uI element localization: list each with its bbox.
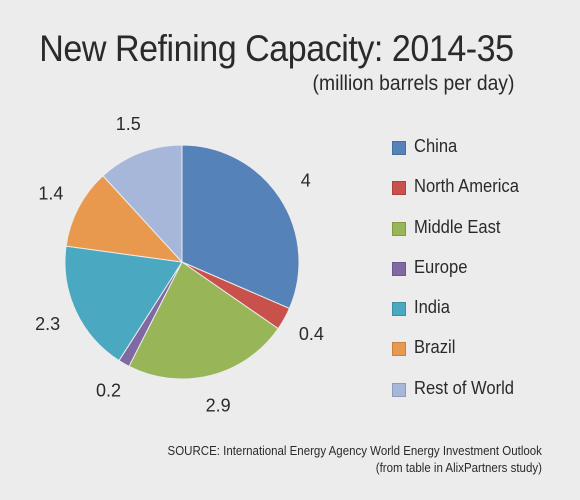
legend-swatch [392,302,406,317]
chart-title: New Refining Capacity: 2014-35 [39,28,515,69]
pie-slice-brazil [65,175,184,263]
legend-swatch [392,261,406,276]
source-note: SOURCE: International Energy Agency Worl… [168,443,542,477]
slice-value-label: 1.5 [116,114,141,134]
pie-slice-china [181,144,300,310]
legend-swatch [392,382,406,397]
legend-label: Middle East [414,216,501,237]
legend-label: Rest of World [414,377,515,398]
pie-slice-middle-east [128,261,279,380]
legend-swatch [392,141,406,155]
legend-label: North America [414,176,519,197]
source-line-2: (from table in AlixPartners study) [375,461,542,475]
slice-value-label: 2.9 [206,396,231,416]
slice-value-label: 0.4 [299,324,324,344]
slice-value-label: 0.2 [96,381,121,401]
slice-value-label: 2.3 [35,314,60,334]
legend-label: Europe [414,256,468,277]
legend-label: Brazil [414,337,456,358]
legend-swatch [392,221,406,236]
legend-swatch [392,181,406,196]
slice-value-label: 4 [301,171,311,191]
legend-label: India [414,297,450,318]
pie-slice-india [64,245,183,362]
slice-value-label: 1.4 [38,183,63,203]
chart-subtitle: (million barrels per day) [312,72,514,95]
legend-swatch [392,342,406,357]
legend-label: China [414,136,458,156]
source-line-1: SOURCE: International Energy Agency Worl… [167,444,542,458]
pie-slice-rest-of-world [102,144,183,264]
